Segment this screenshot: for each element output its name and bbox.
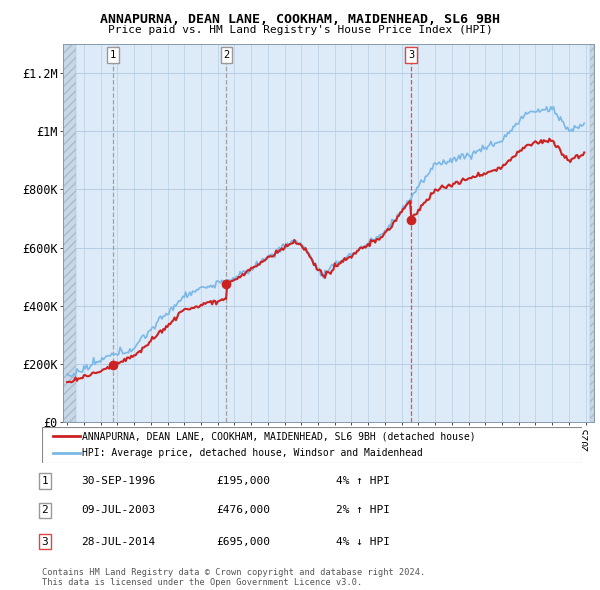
- Text: £195,000: £195,000: [216, 476, 270, 486]
- Bar: [63, 44, 76, 422]
- Text: Price paid vs. HM Land Registry's House Price Index (HPI): Price paid vs. HM Land Registry's House …: [107, 25, 493, 35]
- Text: Contains HM Land Registry data © Crown copyright and database right 2024.
This d: Contains HM Land Registry data © Crown c…: [42, 568, 425, 587]
- Text: 1: 1: [110, 50, 116, 60]
- Text: ANNAPURNA, DEAN LANE, COOKHAM, MAIDENHEAD, SL6 9BH (detached house): ANNAPURNA, DEAN LANE, COOKHAM, MAIDENHEA…: [83, 431, 476, 441]
- Text: £476,000: £476,000: [216, 506, 270, 515]
- Text: 1: 1: [41, 476, 49, 486]
- Text: £695,000: £695,000: [216, 537, 270, 546]
- Text: 3: 3: [408, 50, 415, 60]
- Text: 4% ↓ HPI: 4% ↓ HPI: [336, 537, 390, 546]
- FancyBboxPatch shape: [42, 427, 582, 463]
- Text: 09-JUL-2003: 09-JUL-2003: [81, 506, 155, 515]
- Text: HPI: Average price, detached house, Windsor and Maidenhead: HPI: Average price, detached house, Wind…: [83, 448, 423, 458]
- Text: 30-SEP-1996: 30-SEP-1996: [81, 476, 155, 486]
- Text: 4% ↑ HPI: 4% ↑ HPI: [336, 476, 390, 486]
- Text: 2: 2: [41, 506, 49, 515]
- Bar: [590, 44, 594, 422]
- Text: 2% ↑ HPI: 2% ↑ HPI: [336, 506, 390, 515]
- Text: 28-JUL-2014: 28-JUL-2014: [81, 537, 155, 546]
- Text: 3: 3: [41, 537, 49, 546]
- Text: 2: 2: [223, 50, 230, 60]
- Text: ANNAPURNA, DEAN LANE, COOKHAM, MAIDENHEAD, SL6 9BH: ANNAPURNA, DEAN LANE, COOKHAM, MAIDENHEA…: [100, 13, 500, 26]
